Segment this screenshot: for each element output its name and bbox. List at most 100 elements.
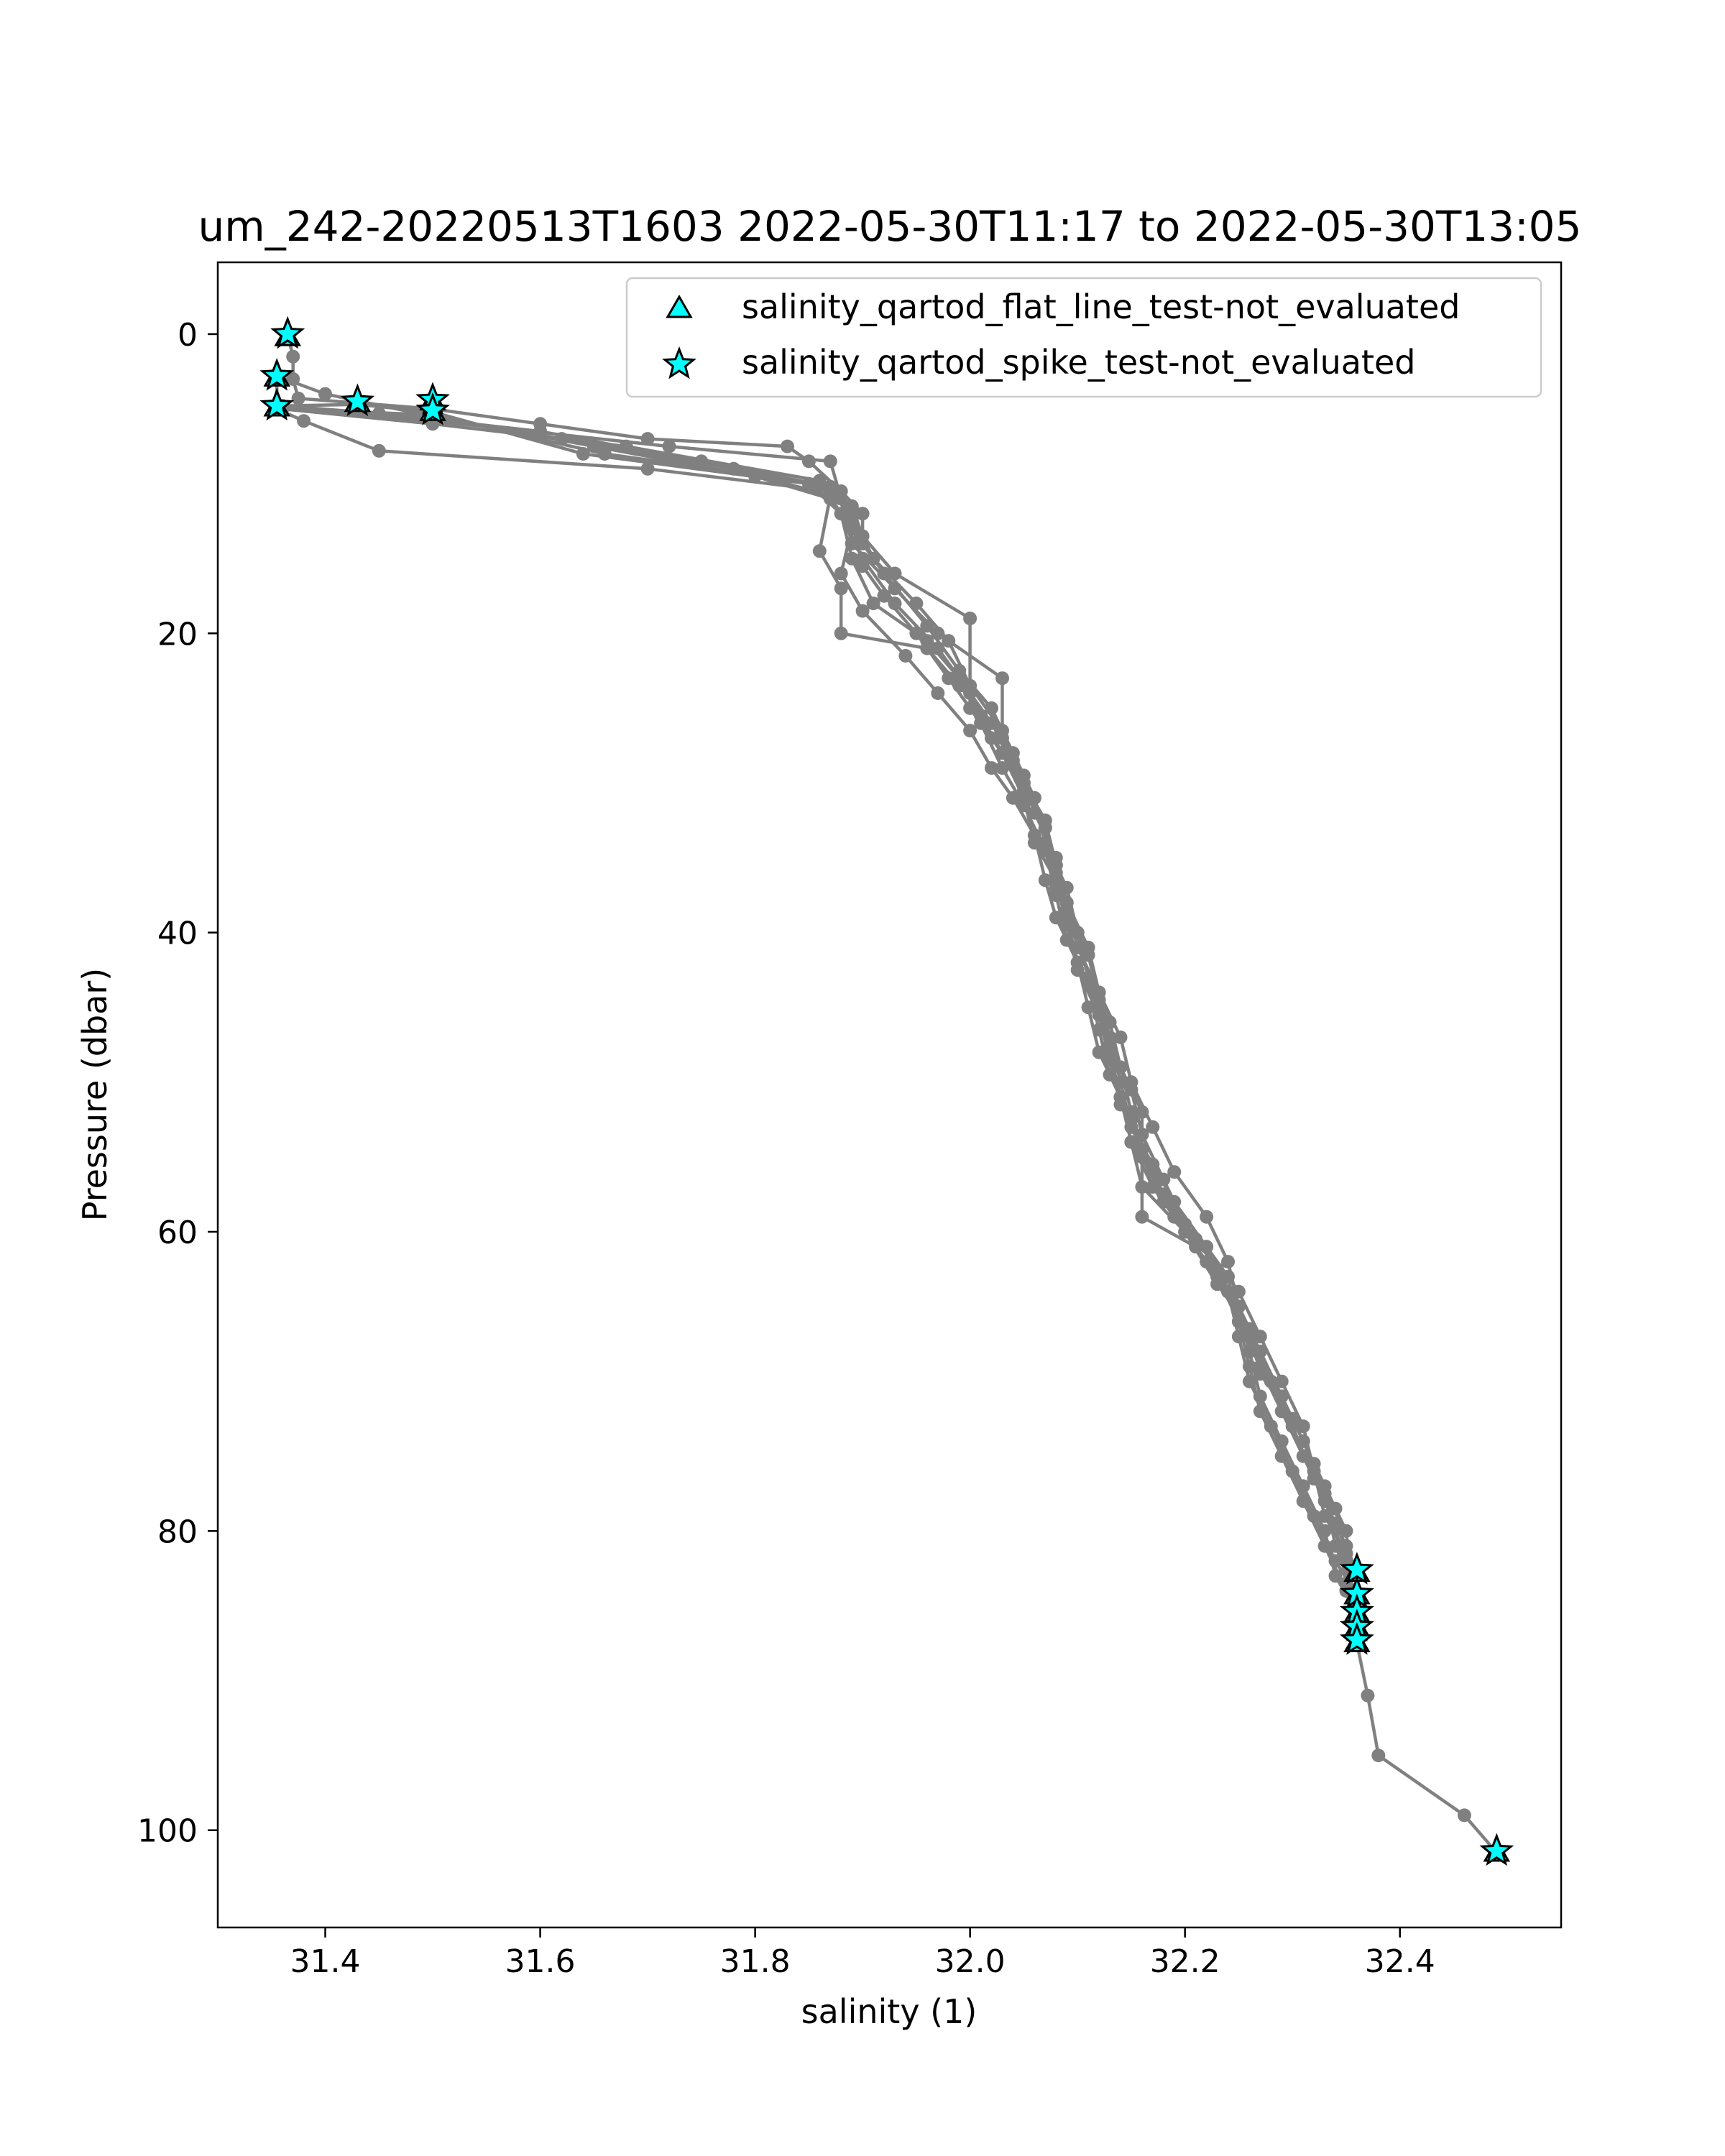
profile-point	[995, 746, 1009, 760]
profile-point	[318, 387, 332, 401]
profile-point	[1103, 1038, 1117, 1052]
profile-point	[942, 671, 956, 686]
x-tick-label: 32.0	[935, 1943, 1006, 1980]
profile-point	[823, 454, 837, 469]
profile-point	[1242, 1374, 1256, 1388]
profile-point	[845, 536, 859, 550]
profile-point	[834, 581, 848, 596]
profile-point	[1242, 1345, 1256, 1358]
profile-point	[1274, 1449, 1289, 1463]
profile-point	[1027, 806, 1041, 820]
profile-point	[286, 372, 300, 386]
profile-point	[1200, 1210, 1214, 1224]
profile-point	[1103, 1053, 1117, 1067]
profile-point	[1274, 1389, 1289, 1404]
profile-point	[1070, 926, 1085, 940]
profile-point	[801, 454, 816, 469]
y-tick-label: 0	[178, 317, 198, 354]
profile-point	[855, 604, 870, 618]
profile-point	[597, 447, 612, 461]
profile-point	[1146, 1157, 1160, 1171]
profile-point	[1296, 1449, 1310, 1463]
profile-point	[1296, 1494, 1310, 1508]
y-axis-label: Pressure (dbar)	[75, 968, 114, 1221]
profile-point	[1371, 1749, 1386, 1763]
profile-point	[1135, 1180, 1149, 1194]
x-tick-label: 31.6	[505, 1943, 576, 1980]
profile-point	[1092, 1045, 1106, 1059]
y-tick-label: 40	[157, 916, 198, 952]
profile-point	[1210, 1262, 1224, 1276]
profile-point	[1296, 1434, 1310, 1448]
profile-point	[1049, 911, 1063, 925]
profile-point	[877, 566, 891, 581]
profile-point	[533, 424, 548, 438]
star-marker	[1479, 1833, 1514, 1866]
profile-point	[866, 551, 880, 566]
profile-point	[812, 544, 827, 558]
profile-point	[1049, 888, 1063, 903]
profile-point	[1231, 1284, 1246, 1299]
profile-point	[952, 671, 967, 686]
profile-point	[1285, 1419, 1300, 1434]
x-tick-label: 32.2	[1150, 1943, 1220, 1980]
profile-point	[1113, 1097, 1128, 1112]
profile-point	[834, 626, 848, 640]
legend-entry-spike: salinity_qartod_spike_test-not_evaluated	[742, 343, 1415, 382]
profile-point	[1307, 1472, 1321, 1485]
profile-point	[963, 724, 978, 738]
profile-point	[834, 492, 848, 506]
profile-point	[985, 716, 998, 730]
profile-point	[834, 566, 848, 581]
profile-point	[1296, 1479, 1310, 1493]
profile-point	[1253, 1389, 1267, 1404]
profile-point	[1231, 1314, 1246, 1329]
profile-point	[1167, 1210, 1182, 1224]
profile-point	[1221, 1269, 1235, 1284]
profile-point	[1167, 1165, 1182, 1179]
profile-point	[877, 589, 891, 603]
profile-point	[909, 596, 924, 611]
profile-point	[1328, 1554, 1343, 1568]
x-axis-ticks: 31.4 31.6 31.8 32.0 32.2 32.4	[290, 1927, 1435, 1980]
profile-point	[855, 507, 870, 521]
profile-point	[963, 612, 978, 625]
profile-point	[619, 439, 633, 453]
profile-point	[845, 522, 859, 536]
profile-point	[1274, 1374, 1289, 1388]
profile-point	[1361, 1688, 1375, 1703]
profile-point	[586, 439, 601, 453]
profile-point	[909, 626, 924, 640]
profile-point	[1049, 873, 1063, 888]
profile-point	[1027, 836, 1041, 850]
profile-point	[727, 461, 741, 476]
profile-point	[855, 529, 870, 543]
profile-point	[855, 559, 870, 573]
profile-point	[1200, 1255, 1214, 1269]
profile-point	[1059, 895, 1074, 910]
legend-box	[625, 277, 1542, 398]
profile-point	[1103, 1015, 1117, 1029]
star-marker	[415, 392, 450, 425]
profile-point	[1059, 880, 1074, 895]
profile-point	[748, 469, 763, 484]
x-tick-label: 31.8	[720, 1943, 791, 1980]
profile-point	[1146, 1120, 1160, 1134]
profile-line-7	[282, 407, 1359, 1629]
profile-point	[1027, 791, 1041, 805]
profile-point	[1059, 933, 1074, 947]
profile-point	[888, 581, 902, 596]
profile-point	[1092, 1008, 1106, 1022]
profile-point	[1242, 1330, 1256, 1344]
profile-point	[1135, 1210, 1149, 1224]
profile-point	[1113, 1060, 1128, 1074]
profile-point	[995, 671, 1009, 686]
profile-point	[963, 701, 978, 715]
profile-point	[1317, 1539, 1332, 1553]
profile-point	[985, 761, 998, 775]
profile-point	[1221, 1284, 1235, 1299]
y-tick-label: 100	[137, 1813, 198, 1850]
plot-area	[259, 315, 1514, 1866]
profile-point	[1307, 1457, 1321, 1471]
